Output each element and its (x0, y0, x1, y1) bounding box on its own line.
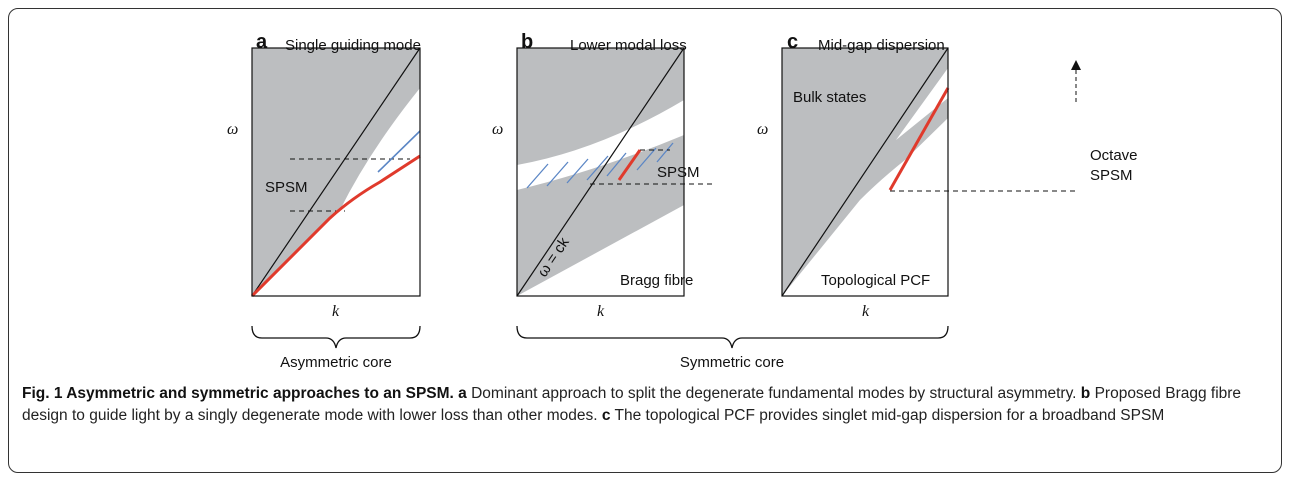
red-mode (617, 149, 642, 181)
caption-letter: c (601, 407, 611, 424)
figure-frame (8, 8, 1282, 473)
x-axis-label: k (332, 303, 340, 320)
arrow-head (1071, 60, 1081, 70)
x-axis-label: k (597, 303, 605, 320)
annotation: SPSM (265, 179, 308, 196)
gap-band (517, 100, 684, 190)
panel-letter: c (787, 31, 798, 53)
brace-label: Symmetric core (680, 354, 784, 371)
panel-title: Single guiding mode (285, 37, 421, 54)
panel-border (781, 47, 949, 297)
light-line (781, 47, 949, 297)
annotation: Topological PCF (821, 272, 930, 289)
caption: Fig. 1 Asymmetric and symmetric approach… (22, 383, 1262, 427)
red-mode (888, 87, 950, 191)
panel-border (251, 47, 421, 297)
panel-letter: b (521, 31, 533, 53)
annotation: Octave (1090, 147, 1138, 164)
brace (251, 325, 421, 349)
caption-letter: a (458, 385, 467, 402)
y-axis-label: ω (227, 121, 238, 138)
annotation: SPSM (657, 164, 700, 181)
brace-label: Asymmetric core (280, 354, 392, 371)
light-line (516, 47, 685, 297)
panel-title: Mid-gap dispersion (818, 37, 945, 54)
blue-mode (377, 130, 421, 173)
caption-letter: b (1080, 385, 1091, 402)
caption-text: The topological PCF provides singlet mid… (610, 407, 1165, 424)
y-axis-label: ω (757, 121, 768, 138)
annotation: Bragg fibre (620, 272, 693, 289)
annotation: SPSM (1090, 167, 1133, 184)
panel-title: Lower modal loss (570, 37, 687, 54)
red-mode (250, 154, 421, 298)
panel-c: c Mid-gap dispersion ω k Bulk states Top… (757, 31, 1138, 320)
annotation: Bulk states (793, 89, 866, 106)
panel-a: a Single guiding mode ω k SPSM (227, 31, 421, 320)
caption-text: Proposed Bragg fibre design to guide lig… (22, 385, 1242, 424)
x-axis-label: k (862, 303, 870, 320)
caption-text: Dominant approach to split the degenerat… (466, 385, 1077, 402)
light-line (251, 47, 421, 297)
lower-region (517, 205, 684, 296)
panel-border (516, 47, 685, 297)
caption-title: Fig. 1 Asymmetric and symmetric approach… (22, 385, 454, 402)
brace (516, 325, 949, 349)
hatch (526, 142, 674, 189)
panel-letter: a (256, 31, 268, 53)
y-axis-label: ω (492, 121, 503, 138)
panel-b: b Lower modal loss ω k SPSM Bragg fibre … (492, 31, 715, 320)
